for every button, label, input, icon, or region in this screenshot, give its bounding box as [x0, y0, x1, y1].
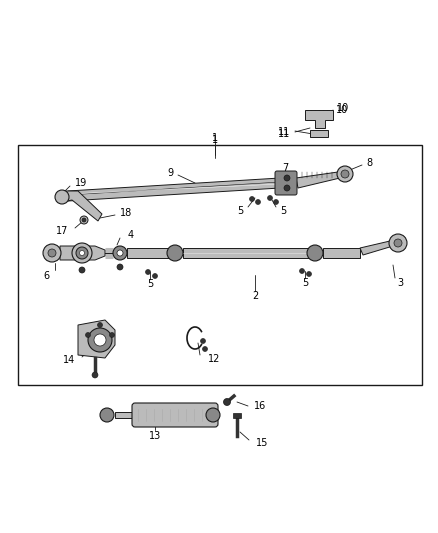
Circle shape [167, 245, 183, 261]
Circle shape [152, 273, 158, 279]
Circle shape [48, 249, 56, 257]
Circle shape [206, 408, 220, 422]
Text: 5: 5 [237, 206, 243, 216]
Circle shape [79, 267, 85, 273]
Text: 12: 12 [208, 354, 220, 364]
Text: 9: 9 [167, 168, 173, 178]
Circle shape [201, 338, 205, 343]
Circle shape [72, 243, 92, 263]
Text: 10: 10 [336, 105, 348, 115]
Circle shape [88, 328, 112, 352]
Circle shape [145, 270, 151, 274]
Circle shape [80, 251, 85, 255]
Text: 1: 1 [212, 133, 218, 143]
Polygon shape [62, 191, 102, 221]
Circle shape [307, 245, 323, 261]
Text: 17: 17 [56, 226, 68, 236]
Text: 2: 2 [252, 291, 258, 301]
Circle shape [110, 333, 114, 337]
Text: 15: 15 [256, 438, 268, 448]
Circle shape [117, 250, 123, 256]
Text: 4: 4 [128, 230, 134, 240]
Circle shape [117, 264, 123, 270]
Polygon shape [68, 178, 280, 201]
Text: 16: 16 [254, 401, 266, 411]
Text: 8: 8 [366, 158, 372, 168]
Text: 18: 18 [120, 208, 132, 218]
Text: 14: 14 [63, 355, 75, 365]
Text: 7: 7 [282, 163, 288, 173]
Polygon shape [183, 248, 315, 258]
Polygon shape [296, 172, 340, 188]
Text: 11: 11 [278, 129, 290, 139]
FancyBboxPatch shape [132, 403, 218, 427]
Polygon shape [323, 248, 360, 258]
Circle shape [255, 199, 261, 205]
Circle shape [82, 218, 86, 222]
Text: 5: 5 [147, 279, 153, 289]
Circle shape [113, 246, 127, 260]
Circle shape [341, 170, 349, 178]
Circle shape [273, 199, 279, 205]
Text: 10: 10 [337, 103, 349, 113]
Polygon shape [60, 246, 105, 260]
Circle shape [394, 239, 402, 247]
Circle shape [55, 190, 69, 204]
Text: 5: 5 [280, 206, 286, 216]
Bar [18, 145, 422, 385]
FancyBboxPatch shape [275, 171, 297, 195]
Circle shape [85, 333, 91, 337]
Polygon shape [360, 241, 393, 255]
Polygon shape [78, 320, 115, 358]
Polygon shape [127, 248, 175, 258]
Circle shape [337, 166, 353, 182]
Circle shape [284, 185, 290, 191]
Polygon shape [305, 110, 333, 128]
Circle shape [307, 271, 311, 277]
Circle shape [98, 322, 102, 327]
Text: 5: 5 [302, 278, 308, 288]
Text: 19: 19 [75, 178, 87, 188]
FancyBboxPatch shape [233, 413, 241, 418]
Circle shape [80, 216, 88, 224]
Circle shape [284, 175, 290, 181]
Circle shape [202, 346, 208, 351]
Text: 6: 6 [44, 271, 50, 281]
Circle shape [250, 197, 254, 201]
Circle shape [92, 372, 98, 378]
Circle shape [268, 196, 272, 200]
Circle shape [43, 244, 61, 262]
Circle shape [223, 399, 230, 406]
Text: 13: 13 [149, 431, 161, 441]
Circle shape [94, 334, 106, 346]
Circle shape [100, 408, 114, 422]
Text: 3: 3 [397, 278, 403, 288]
Circle shape [389, 234, 407, 252]
Text: 11: 11 [278, 127, 290, 137]
Circle shape [76, 247, 88, 259]
Text: 1: 1 [212, 135, 218, 145]
FancyBboxPatch shape [310, 130, 328, 137]
Circle shape [300, 269, 304, 273]
Bar [115, 412, 137, 418]
